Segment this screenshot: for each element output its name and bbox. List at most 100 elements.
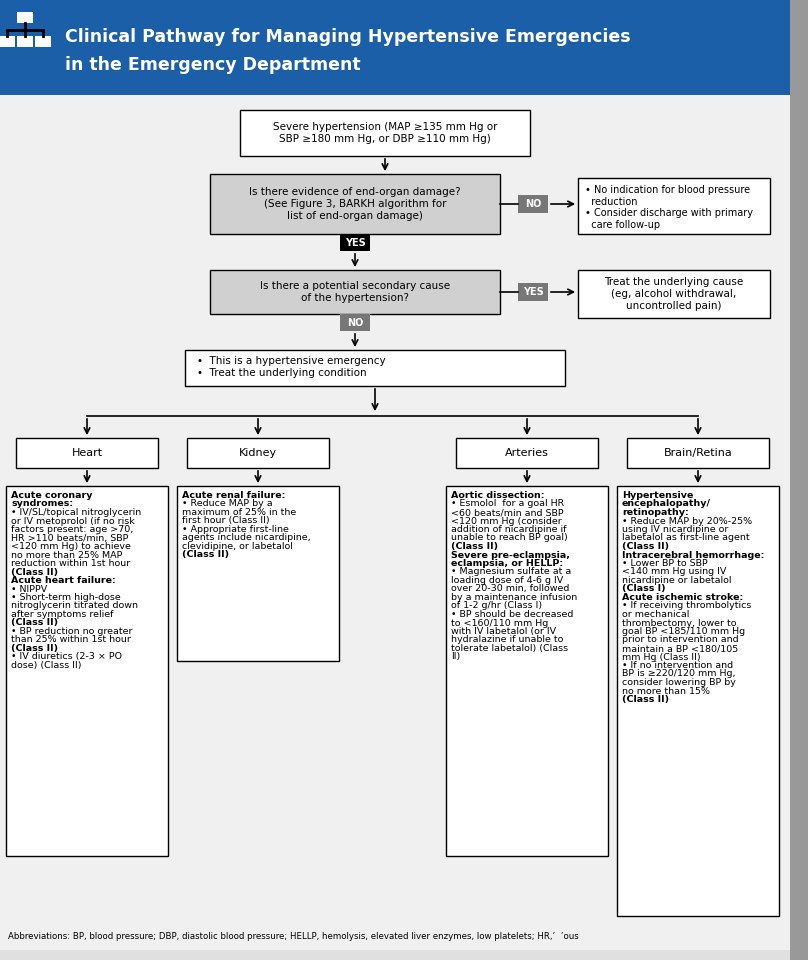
- Bar: [578, 178, 770, 234]
- Text: hydralazine if unable to: hydralazine if unable to: [451, 636, 563, 644]
- Text: • Esmolol  for a goal HR: • Esmolol for a goal HR: [451, 499, 564, 509]
- Text: addition of nicardipine if: addition of nicardipine if: [451, 525, 566, 534]
- Text: after symptoms relief: after symptoms relief: [11, 610, 113, 619]
- Bar: [456, 438, 598, 468]
- Text: factors present: age >70,: factors present: age >70,: [11, 525, 133, 534]
- Text: over 20-30 min, followed: over 20-30 min, followed: [451, 585, 570, 593]
- Text: thrombectomy, lower to: thrombectomy, lower to: [622, 618, 737, 628]
- Text: Acute coronary: Acute coronary: [11, 491, 92, 500]
- Bar: [578, 270, 770, 318]
- Text: loading dose of 4-6 g IV: loading dose of 4-6 g IV: [451, 576, 563, 585]
- Text: than 25% within 1st hour: than 25% within 1st hour: [11, 636, 131, 644]
- Text: mm Hg (Class II): mm Hg (Class II): [622, 653, 701, 661]
- Bar: [340, 234, 370, 251]
- Bar: [17, 36, 33, 47]
- Text: • No indication for blood pressure
  reduction
• Consider discharge with primary: • No indication for blood pressure reduc…: [585, 185, 753, 229]
- Text: <60 beats/min and SBP: <60 beats/min and SBP: [451, 508, 564, 517]
- Bar: [177, 486, 339, 661]
- Text: maintain a BP <180/105: maintain a BP <180/105: [622, 644, 739, 653]
- Text: (Class I): (Class I): [622, 585, 666, 593]
- Text: dose) (Class II): dose) (Class II): [11, 661, 82, 670]
- Text: or mechanical: or mechanical: [622, 610, 689, 619]
- Text: retinopathy:: retinopathy:: [622, 508, 688, 517]
- Bar: [518, 283, 548, 301]
- Text: <120 mm Hg) to achieve: <120 mm Hg) to achieve: [11, 542, 131, 551]
- Bar: [240, 110, 530, 156]
- Text: (Class II): (Class II): [622, 695, 669, 704]
- Text: using IV nicardipine or: using IV nicardipine or: [622, 525, 728, 534]
- Text: by a maintenance infusion: by a maintenance infusion: [451, 593, 577, 602]
- Text: NO: NO: [525, 199, 541, 209]
- Text: • BP should be decreased: • BP should be decreased: [451, 610, 574, 619]
- Text: Acute heart failure:: Acute heart failure:: [11, 576, 116, 585]
- Bar: [210, 270, 500, 314]
- Bar: [340, 314, 370, 331]
- Text: or IV metoprolol (if no risk: or IV metoprolol (if no risk: [11, 516, 135, 525]
- Bar: [210, 174, 500, 234]
- Text: in the Emergency Department: in the Emergency Department: [65, 56, 360, 74]
- Text: <120 mm Hg (consider: <120 mm Hg (consider: [451, 516, 562, 525]
- Text: of 1-2 g/hr (Class I): of 1-2 g/hr (Class I): [451, 602, 542, 611]
- Text: HR >110 beats/min, SBP: HR >110 beats/min, SBP: [11, 534, 128, 542]
- Bar: [617, 486, 779, 916]
- Text: • Reduce MAP by a: • Reduce MAP by a: [182, 499, 272, 509]
- Text: nitroglycerin titrated down: nitroglycerin titrated down: [11, 602, 138, 611]
- Text: (Class II): (Class II): [182, 550, 229, 560]
- Text: to <160/110 mm Hg: to <160/110 mm Hg: [451, 618, 549, 628]
- Bar: [185, 350, 565, 386]
- Text: clevidipine, or labetalol: clevidipine, or labetalol: [182, 542, 292, 551]
- Text: maximum of 25% in the: maximum of 25% in the: [182, 508, 297, 517]
- Text: Acute renal failure:: Acute renal failure:: [182, 491, 285, 500]
- Text: • IV diuretics (2-3 × PO: • IV diuretics (2-3 × PO: [11, 653, 122, 661]
- Text: • Magnesium sulfate at a: • Magnesium sulfate at a: [451, 567, 571, 577]
- Bar: [35, 36, 51, 47]
- Text: Severe hypertension (MAP ≥135 mm Hg or
SBP ≥180 mm Hg, or DBP ≥110 mm Hg): Severe hypertension (MAP ≥135 mm Hg or S…: [273, 122, 497, 144]
- Text: agents include nicardipine,: agents include nicardipine,: [182, 534, 310, 542]
- Bar: [16, 438, 158, 468]
- Text: • Lower BP to SBP: • Lower BP to SBP: [622, 559, 708, 568]
- Text: • If receiving thrombolytics: • If receiving thrombolytics: [622, 602, 751, 611]
- Text: consider lowering BP by: consider lowering BP by: [622, 678, 736, 687]
- Text: tolerate labetalol) (Class: tolerate labetalol) (Class: [451, 644, 568, 653]
- Text: • If no intervention and: • If no intervention and: [622, 661, 733, 670]
- Text: BP is ≥220/120 mm Hg,: BP is ≥220/120 mm Hg,: [622, 669, 735, 679]
- Text: Severe pre-eclampsia,: Severe pre-eclampsia,: [451, 550, 570, 560]
- Text: with IV labetalol (or IV: with IV labetalol (or IV: [451, 627, 556, 636]
- Text: Treat the underlying cause
(eg, alcohol withdrawal,
uncontrolled pain): Treat the underlying cause (eg, alcohol …: [604, 277, 743, 311]
- Text: reduction within 1st hour: reduction within 1st hour: [11, 559, 130, 568]
- Text: no more than 15%: no more than 15%: [622, 686, 710, 695]
- Text: • NIPPV: • NIPPV: [11, 585, 47, 593]
- Text: Aortic dissection:: Aortic dissection:: [451, 491, 545, 500]
- Text: (Class II): (Class II): [11, 644, 58, 653]
- Text: YES: YES: [523, 287, 543, 297]
- Bar: [17, 12, 33, 23]
- Text: Clinical Pathway for Managing Hypertensive Emergencies: Clinical Pathway for Managing Hypertensi…: [65, 28, 630, 46]
- Bar: [6, 486, 168, 856]
- Text: syndromes:: syndromes:: [11, 499, 74, 509]
- Text: •  This is a hypertensive emergency
•  Treat the underlying condition: • This is a hypertensive emergency • Tre…: [197, 356, 385, 377]
- Text: • BP reduction no greater: • BP reduction no greater: [11, 627, 133, 636]
- Text: prior to intervention and: prior to intervention and: [622, 636, 739, 644]
- Text: II): II): [451, 653, 461, 661]
- Text: eclampsia, or HELLP:: eclampsia, or HELLP:: [451, 559, 563, 568]
- Text: Arteries: Arteries: [505, 448, 549, 458]
- Text: • Reduce MAP by 20%-25%: • Reduce MAP by 20%-25%: [622, 516, 752, 525]
- Bar: [790, 0, 808, 960]
- Text: (Class II): (Class II): [11, 618, 58, 628]
- Bar: [0, 0, 790, 95]
- Text: unable to reach BP goal): unable to reach BP goal): [451, 534, 568, 542]
- Text: Acute ischemic stroke:: Acute ischemic stroke:: [622, 593, 743, 602]
- Text: (Class II): (Class II): [11, 567, 58, 577]
- Text: NO: NO: [347, 318, 363, 327]
- Text: no more than 25% MAP: no more than 25% MAP: [11, 550, 122, 560]
- Text: • Appropriate first-line: • Appropriate first-line: [182, 525, 289, 534]
- Text: • IV/SL/topical nitroglycerin: • IV/SL/topical nitroglycerin: [11, 508, 141, 517]
- Bar: [627, 438, 769, 468]
- Text: <140 mm Hg using IV: <140 mm Hg using IV: [622, 567, 726, 577]
- Text: Intracerebral hemorrhage:: Intracerebral hemorrhage:: [622, 550, 764, 560]
- Text: encephalopathy/: encephalopathy/: [622, 499, 711, 509]
- Text: labetalol as first-line agent: labetalol as first-line agent: [622, 534, 750, 542]
- Text: Is there a potential secondary cause
of the hypertension?: Is there a potential secondary cause of …: [260, 281, 450, 302]
- Bar: [0, 950, 790, 960]
- Text: Brain/Retina: Brain/Retina: [663, 448, 732, 458]
